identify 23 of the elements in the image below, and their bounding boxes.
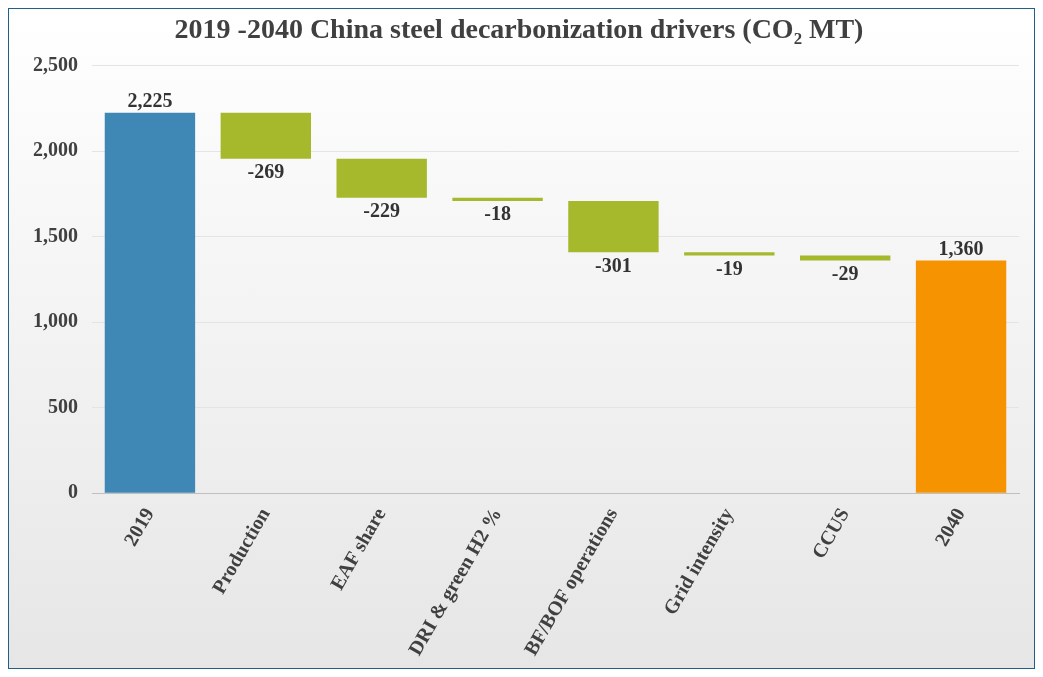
data-label: 1,360 xyxy=(938,236,984,259)
data-label: 2,225 xyxy=(127,88,173,111)
y-tick-label: 500 xyxy=(48,394,78,417)
data-label: -19 xyxy=(715,256,743,279)
data-label: -269 xyxy=(247,159,285,182)
bar xyxy=(568,200,659,253)
bar xyxy=(452,197,543,201)
bar xyxy=(104,112,196,493)
bar xyxy=(915,260,1007,493)
bar xyxy=(684,252,775,256)
chart-title: 2019 -2040 China steel decarbonization drivers (CO₂ MT) xyxy=(174,13,864,45)
y-tick-label: 1,000 xyxy=(33,309,78,332)
bar xyxy=(800,255,891,261)
y-tick-label: 1,500 xyxy=(33,223,78,246)
y-tick-label: 0 xyxy=(68,480,78,503)
data-label: -301 xyxy=(595,253,632,276)
y-tick-label: 2,500 xyxy=(33,52,78,75)
data-label: -229 xyxy=(363,198,401,221)
bar xyxy=(336,158,427,198)
y-tick-label: 2,000 xyxy=(33,138,78,161)
data-label: -29 xyxy=(831,261,859,284)
bar xyxy=(220,112,311,159)
data-label: -18 xyxy=(484,202,511,225)
